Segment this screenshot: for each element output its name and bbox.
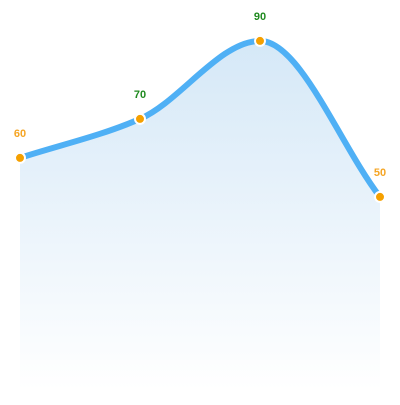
data-point[interactable] xyxy=(254,34,266,47)
data-point[interactable] xyxy=(14,151,26,164)
data-point[interactable] xyxy=(374,190,386,203)
data-label: 70 xyxy=(134,89,146,101)
series-line xyxy=(17,37,383,200)
line-layer xyxy=(17,37,383,200)
point-layer xyxy=(14,34,386,203)
data-label: 90 xyxy=(254,11,266,23)
label-layer: 60 70 90 50 xyxy=(14,11,386,179)
data-label: 60 xyxy=(14,128,26,140)
data-label: 50 xyxy=(374,167,386,179)
data-point[interactable] xyxy=(134,112,146,125)
area-layer xyxy=(20,40,380,391)
series-area xyxy=(20,40,380,391)
